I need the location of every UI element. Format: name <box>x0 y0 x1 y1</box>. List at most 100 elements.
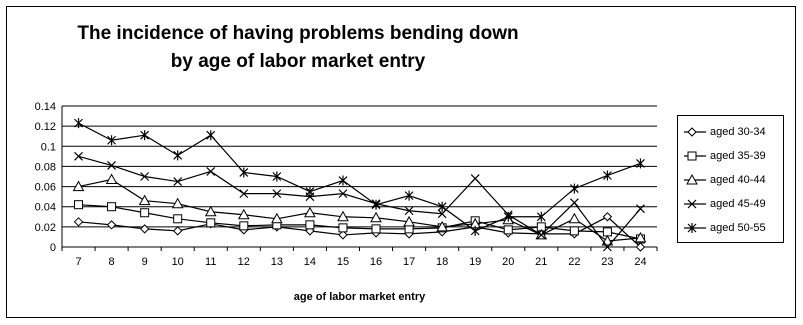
data-point <box>635 242 646 252</box>
x-tick-label: 24 <box>634 256 646 268</box>
series-aged-50-55 <box>74 118 645 236</box>
x-tick-label: 7 <box>75 256 81 268</box>
data-point <box>140 172 150 181</box>
x-tick-label: 22 <box>568 256 580 268</box>
legend-label: aged 50-55 <box>710 222 766 234</box>
y-tick-label: 0.04 <box>35 202 56 214</box>
chart-title-line-1: The incidence of having problems bending… <box>77 23 519 44</box>
data-point <box>107 202 117 212</box>
data-point <box>237 208 250 220</box>
data-point <box>569 226 579 236</box>
data-point <box>206 130 216 141</box>
data-point <box>437 201 447 212</box>
data-point <box>171 197 184 209</box>
legend-item: aged 30-34 <box>682 124 782 140</box>
data-point <box>239 167 249 178</box>
series-line <box>78 204 641 240</box>
x-tick-label: 21 <box>535 256 547 268</box>
legend-swatch <box>684 173 706 185</box>
data-point <box>271 212 283 224</box>
data-point <box>140 130 150 141</box>
data-point <box>536 230 546 240</box>
x-tick-label: 10 <box>172 256 184 268</box>
chart-title: The incidence of having problems bending… <box>48 20 548 76</box>
data-point <box>569 198 579 208</box>
legend-item: aged 35-39 <box>682 148 782 164</box>
x-axis-label: age of labor market entry <box>294 291 426 303</box>
y-tick-label: 0.06 <box>35 182 56 194</box>
data-point <box>338 223 348 233</box>
legend-item: aged 50-55 <box>682 220 782 236</box>
legend-item: aged 40-44 <box>682 172 782 188</box>
data-point <box>107 160 117 170</box>
series-line <box>78 216 641 248</box>
data-point <box>437 209 447 219</box>
data-point <box>602 212 613 222</box>
data-point <box>138 194 151 206</box>
legend-marker <box>686 173 698 185</box>
data-point <box>305 220 315 230</box>
data-point <box>470 225 480 236</box>
data-point <box>636 158 645 169</box>
data-point <box>338 189 348 199</box>
data-point <box>272 171 282 182</box>
series-aged-45-49 <box>74 151 645 252</box>
data-point <box>404 206 414 216</box>
data-point <box>470 174 480 183</box>
data-point <box>204 205 217 217</box>
x-tick-label: 11 <box>205 256 216 268</box>
data-point <box>173 214 183 224</box>
legend-item: aged 45-49 <box>682 196 782 212</box>
data-point <box>305 186 315 197</box>
legend-label: aged 40-44 <box>710 174 766 186</box>
data-point <box>239 221 249 231</box>
data-point <box>173 177 183 186</box>
x-tick-label: 13 <box>271 256 283 268</box>
data-point <box>106 220 117 230</box>
data-point <box>73 217 84 227</box>
y-tick-label: 0.1 <box>41 141 56 153</box>
x-tick-label: 14 <box>304 256 316 268</box>
data-point <box>636 204 645 214</box>
legend-swatch <box>684 199 706 209</box>
y-tick-label: 0.14 <box>35 101 56 113</box>
legend-marker <box>687 151 697 161</box>
chart-area <box>6 6 796 318</box>
data-point <box>239 189 249 199</box>
data-point <box>304 206 316 218</box>
data-point <box>371 199 381 210</box>
data-point <box>105 173 118 185</box>
data-point <box>338 175 348 186</box>
data-point <box>140 208 150 218</box>
legend-swatch <box>684 223 706 233</box>
x-tick-label: 18 <box>436 256 448 268</box>
data-point <box>602 242 612 252</box>
legend-swatch <box>684 127 706 137</box>
y-tick-label: 0.02 <box>35 222 56 234</box>
data-point <box>107 135 117 146</box>
y-tick-label: 0.08 <box>35 161 56 173</box>
data-point <box>74 151 83 161</box>
legend: aged 30-34 aged 35-39 aged 40-44 aged 45-49… <box>677 115 784 243</box>
data-point <box>404 190 414 201</box>
x-tick-label: 20 <box>502 256 514 268</box>
legend-label: aged 35-39 <box>710 150 766 162</box>
data-point <box>568 212 581 224</box>
data-point <box>602 227 612 237</box>
data-point <box>338 230 348 240</box>
x-tick-label: 19 <box>469 256 481 268</box>
data-point <box>172 226 183 236</box>
x-tick-label: 8 <box>109 256 115 268</box>
data-point <box>337 210 349 222</box>
data-point <box>74 118 83 129</box>
data-point <box>173 150 183 161</box>
data-point <box>206 218 216 228</box>
data-point <box>536 211 546 222</box>
data-point <box>569 183 579 194</box>
chart-title-line-2: by age of labor market entry <box>170 51 426 72</box>
series-line <box>78 122 641 232</box>
legend-marker <box>687 223 697 233</box>
data-point <box>370 211 382 223</box>
x-tick-label: 12 <box>238 256 250 268</box>
